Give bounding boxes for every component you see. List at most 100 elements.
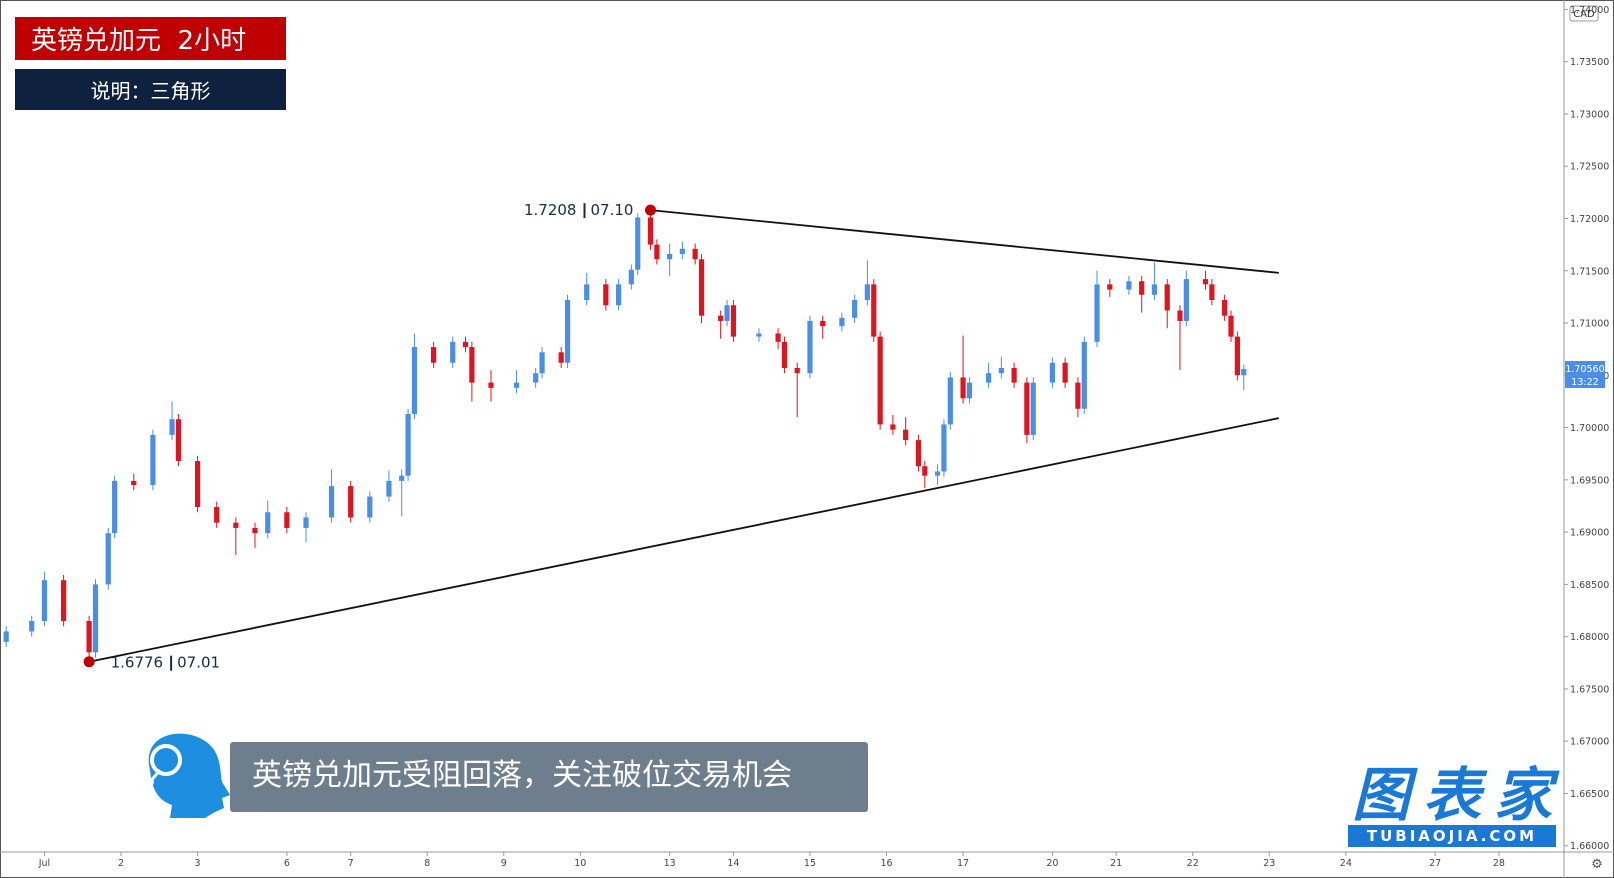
- candle-body: [513, 382, 520, 388]
- y-tick-label: 1.73000: [1570, 109, 1609, 120]
- logo-sub: TUBIAOJIA.COM: [1367, 827, 1537, 845]
- candle-body: [411, 347, 418, 414]
- y-tick-label: 1.70000: [1570, 423, 1609, 434]
- last-price-box: [1565, 361, 1605, 376]
- candle-body: [348, 486, 354, 518]
- y-tick-label: 1.67500: [1570, 684, 1609, 695]
- candle-body: [934, 471, 941, 476]
- y-tick-label: 1.69000: [1570, 528, 1609, 539]
- candle-body: [1024, 382, 1030, 435]
- candle-body: [1107, 284, 1113, 290]
- y-tick-label: 1.71500: [1570, 266, 1609, 277]
- x-tick-label: 10: [574, 858, 586, 869]
- candle-body: [252, 527, 258, 534]
- x-tick-label: 8: [424, 858, 430, 869]
- title: 英镑兑加元 2小时: [31, 26, 247, 56]
- candle-body: [679, 248, 685, 255]
- candle-body: [903, 429, 909, 441]
- candle-body: [214, 507, 220, 523]
- candle-body: [61, 580, 67, 621]
- pivot-date: 07.01: [177, 654, 220, 672]
- caption-box: [230, 742, 868, 812]
- candle-body: [450, 341, 456, 363]
- x-tick-label: 15: [804, 858, 816, 869]
- candle-body: [1222, 300, 1228, 316]
- y-tick-label: 1.67000: [1570, 737, 1609, 748]
- candle-body: [1062, 362, 1068, 383]
- candle-body: [399, 475, 405, 481]
- candle-body: [1151, 284, 1158, 295]
- pivot-price: 1.6776: [111, 654, 164, 672]
- last-price-label: 1.70560: [1565, 364, 1604, 375]
- candle-body: [1234, 336, 1240, 376]
- currency: CAD: [1573, 9, 1595, 20]
- candle-body: [533, 373, 539, 383]
- candle-body: [265, 512, 271, 534]
- y-tick-label: 1.71000: [1570, 319, 1609, 330]
- candle-body: [86, 620, 92, 653]
- candle-body: [1126, 281, 1132, 290]
- candle-body: [367, 496, 373, 518]
- candle-body: [488, 382, 494, 388]
- candle-body: [1011, 367, 1017, 383]
- x-tick-label: 23: [1263, 858, 1275, 869]
- candle-body: [430, 347, 437, 363]
- x-tick-label: 17: [957, 858, 969, 869]
- x-tick-label: 7: [348, 858, 354, 869]
- candle-body: [1075, 382, 1081, 409]
- candle-body: [1139, 281, 1145, 295]
- candle-body: [462, 341, 469, 348]
- candle-body: [169, 419, 175, 435]
- candle-body: [284, 512, 290, 528]
- y-tick-label: 1.72500: [1570, 162, 1609, 173]
- candle-body: [635, 217, 641, 270]
- candle-body: [775, 333, 781, 342]
- x-tick-label: 24: [1340, 858, 1352, 869]
- logo-bar: [1348, 825, 1556, 847]
- candle-body: [807, 320, 813, 374]
- y-tick-label: 1.68000: [1570, 632, 1609, 643]
- x-tick-label: 16: [880, 858, 892, 869]
- candle-body: [1049, 362, 1055, 383]
- x-tick-label: 9: [501, 858, 507, 869]
- candle-body: [698, 259, 705, 316]
- candle-body: [877, 336, 883, 425]
- candle-body: [112, 480, 118, 534]
- x-tick-label: 22: [1187, 858, 1199, 869]
- x-tick-label: 2: [118, 858, 124, 869]
- candle-body: [628, 269, 634, 285]
- candle-body: [41, 580, 48, 621]
- pivot-dot: [83, 656, 95, 668]
- y-tick-label: 1.74000: [1570, 5, 1609, 16]
- candle-body: [730, 305, 737, 337]
- pivot-dot: [644, 204, 656, 216]
- candle-body: [794, 367, 800, 374]
- candle-body: [386, 480, 392, 497]
- countdown: 13:22: [1571, 377, 1598, 388]
- currency-box: [1569, 5, 1599, 22]
- x-tick-label: 28: [1493, 858, 1505, 869]
- candle-body: [654, 244, 660, 260]
- candle-body: [303, 517, 309, 528]
- trendline: [650, 209, 1279, 274]
- candle-body: [667, 254, 673, 260]
- candle-body: [1081, 341, 1087, 409]
- candle-body: [871, 284, 877, 337]
- candle-body: [915, 440, 922, 467]
- candle-body: [1030, 382, 1036, 435]
- countdown-box: [1565, 375, 1605, 389]
- candle-body: [692, 248, 698, 260]
- settings-icon[interactable]: ⚙: [1591, 857, 1603, 872]
- candle-body: [718, 315, 724, 321]
- logo-main: 图表家: [1352, 761, 1560, 829]
- candle-body: [150, 434, 156, 486]
- candle-body: [852, 300, 858, 318]
- x-tick-label: 13: [664, 858, 676, 869]
- candle-body: [1094, 284, 1100, 342]
- x-tick-label: 20: [1046, 858, 1058, 869]
- candle-body: [781, 341, 788, 368]
- candle-body: [839, 317, 845, 327]
- candle-body: [1209, 284, 1215, 301]
